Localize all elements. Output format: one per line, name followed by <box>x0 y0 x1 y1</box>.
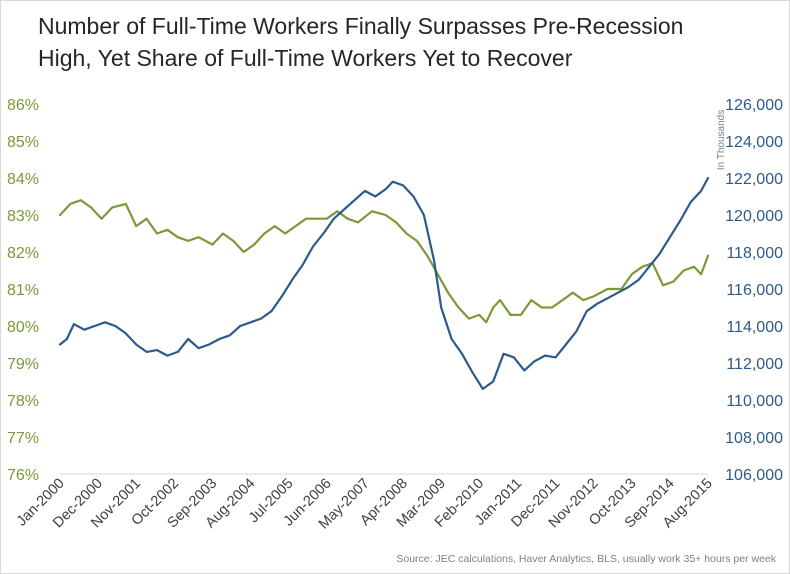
right-y-tick-label: 124,000 <box>725 134 783 151</box>
left-y-tick-label: 81% <box>7 282 39 299</box>
right-y-tick-label: 112,000 <box>726 356 783 373</box>
right-y-tick-label: 122,000 <box>725 171 783 188</box>
left-y-tick-label: 79% <box>7 356 39 373</box>
left-y-tick-label: 85% <box>7 134 39 151</box>
right-y-tick-label: 118,000 <box>726 245 783 262</box>
left-y-tick-label: 76% <box>7 467 39 484</box>
left-y-tick-label: 80% <box>7 319 39 336</box>
source-note: Source: JEC calculations, Haver Analytic… <box>396 553 776 565</box>
chart-title-line-1: Number of Full-Time Workers Finally Surp… <box>38 13 684 39</box>
left-y-tick-label: 84% <box>7 171 39 188</box>
right-axis-unit-label: In Thousands <box>716 110 727 170</box>
right-y-tick-label: 120,000 <box>725 208 783 225</box>
right-y-tick-label: 110,000 <box>726 393 783 410</box>
full-time-workers-line <box>58 176 710 390</box>
full-time-share-line <box>58 199 710 324</box>
left-y-tick-label: 78% <box>7 393 39 410</box>
right-y-tick-label: 126,000 <box>725 97 783 114</box>
right-y-tick-label: 114,000 <box>726 319 783 336</box>
left-y-tick-label: 86% <box>7 97 39 114</box>
chart-title: Number of Full-Time Workers Finally Surp… <box>38 10 758 74</box>
left-y-tick-label: 83% <box>7 208 39 225</box>
left-y-tick-label: 77% <box>7 430 39 447</box>
left-y-tick-label: 82% <box>7 245 39 262</box>
right-y-tick-label: 116,000 <box>726 282 783 299</box>
right-y-tick-label: 108,000 <box>725 430 783 447</box>
right-y-tick-label: 106,000 <box>725 467 783 484</box>
chart-title-line-2: High, Yet Share of Full-Time Workers Yet… <box>38 45 573 71</box>
